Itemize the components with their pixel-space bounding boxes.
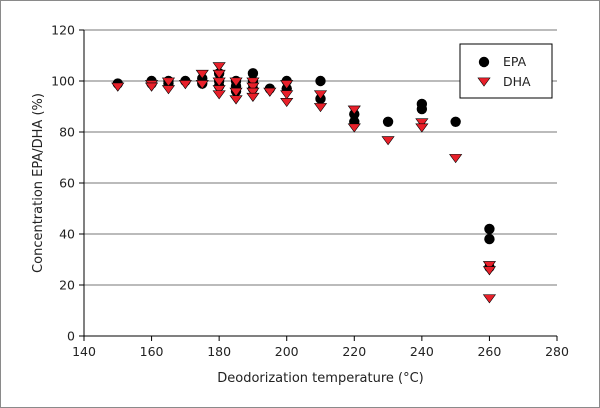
x-axis-title: Deodorization temperature (°C) xyxy=(217,371,424,386)
point-dha xyxy=(161,77,176,87)
point-dha xyxy=(212,69,226,79)
point-dha xyxy=(449,154,463,164)
point-dha xyxy=(195,69,209,79)
legend-box xyxy=(459,43,553,99)
point-dha xyxy=(161,85,176,95)
point-dha xyxy=(415,118,429,128)
x-tick-label: 180 xyxy=(207,344,231,359)
point-dha xyxy=(111,82,125,92)
point-dha xyxy=(280,97,294,108)
y-tick-label: 80 xyxy=(59,125,75,140)
point-epa xyxy=(484,223,495,235)
point-dha xyxy=(246,87,260,97)
x-tick-label: 160 xyxy=(140,344,164,359)
point-dha xyxy=(381,136,395,146)
point-epa xyxy=(247,68,259,79)
point-dha xyxy=(482,261,497,271)
y-tick-label: 20 xyxy=(59,278,75,293)
point-dha xyxy=(313,103,328,113)
x-tick-label: 280 xyxy=(545,344,569,359)
point-dha xyxy=(280,90,294,100)
point-dha xyxy=(144,82,159,92)
point-dha xyxy=(178,80,192,90)
point-dha xyxy=(246,92,260,102)
y-tick-label: 60 xyxy=(59,176,75,191)
legend-marker-epa xyxy=(478,56,490,68)
point-dha xyxy=(212,85,226,95)
point-dha xyxy=(246,82,260,92)
point-dha xyxy=(229,77,243,87)
point-dha xyxy=(212,62,226,72)
point-epa xyxy=(484,233,495,245)
legend: EPA DHA xyxy=(459,43,553,99)
point-dha xyxy=(415,123,429,133)
point-dha xyxy=(229,87,243,97)
data-points xyxy=(111,62,497,304)
point-dha xyxy=(347,105,361,115)
point-epa xyxy=(450,116,461,128)
point-dha xyxy=(212,90,226,100)
x-tick-label: 240 xyxy=(410,344,434,359)
point-epa xyxy=(315,75,326,87)
point-dha xyxy=(212,77,226,87)
point-dha xyxy=(280,80,294,90)
point-dha xyxy=(246,77,260,87)
x-tick-label: 260 xyxy=(477,344,501,359)
point-dha xyxy=(229,95,243,105)
y-tick-label: 0 xyxy=(67,329,75,344)
point-epa xyxy=(416,103,428,115)
tick-labels: 0 20 40 60 80 100 120 140 160 180 200 220 240 260 280 xyxy=(51,23,569,360)
y-tick-label: 100 xyxy=(51,74,75,89)
y-axis-title: Concentration EPA/DHA (%) xyxy=(31,93,46,273)
point-dha xyxy=(482,266,497,276)
axes xyxy=(79,29,558,341)
point-dha xyxy=(263,87,277,97)
y-tick-label: 120 xyxy=(51,23,75,38)
legend-label-epa: EPA xyxy=(503,54,527,69)
legend-marker-dha xyxy=(477,77,491,87)
point-dha xyxy=(482,294,497,304)
point-dha xyxy=(347,123,361,133)
point-epa xyxy=(382,116,394,128)
legend-label-dha: DHA xyxy=(503,74,531,89)
x-tick-label: 140 xyxy=(72,344,96,359)
point-dha xyxy=(195,80,209,90)
x-tick-label: 220 xyxy=(342,344,366,359)
x-tick-label: 200 xyxy=(275,344,299,359)
y-tick-label: 40 xyxy=(59,227,75,242)
point-dha xyxy=(313,90,328,100)
